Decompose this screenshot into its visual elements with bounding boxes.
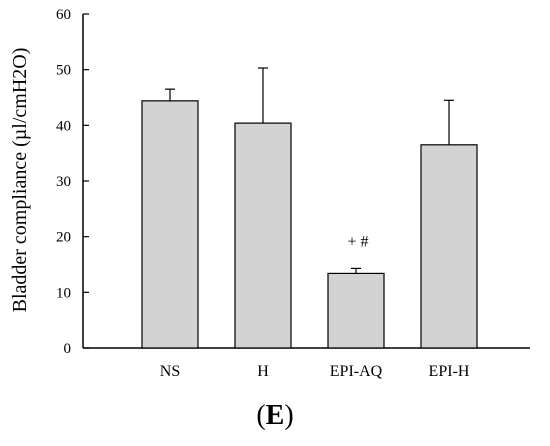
- significance-annotation: + #: [347, 233, 368, 250]
- bar-chart: 0 10 20 30 40 50 60 NS H EPI-AQ EPI-H + # Bladder …: [9, 7, 530, 380]
- y-tick-label: 30: [56, 174, 71, 190]
- x-tick-label: EPI-H: [429, 363, 470, 380]
- bars-group: [141, 67, 478, 349]
- panel-close: ): [284, 400, 294, 431]
- panel-label: (E): [0, 400, 550, 432]
- y-tick-label: 10: [56, 285, 71, 301]
- x-tick-label: NS: [160, 363, 180, 380]
- x-tick-label: H: [257, 363, 269, 380]
- y-tick-label: 20: [56, 230, 71, 246]
- panel-open: (: [256, 400, 266, 431]
- bar-h: [234, 122, 292, 349]
- y-tick-label: 60: [56, 7, 71, 23]
- x-tick-label: EPI-AQ: [330, 363, 383, 380]
- y-tick-label: 40: [56, 118, 71, 134]
- bar-epi-h: [420, 144, 478, 349]
- bar-ns: [141, 100, 199, 349]
- y-axis-label: Bladder compliance (µl/cmH2O): [9, 48, 31, 313]
- labels-group: NS H EPI-AQ EPI-H + #: [160, 233, 470, 380]
- y-tick-label: 50: [56, 63, 71, 79]
- panel-letter: E: [265, 400, 285, 431]
- y-tick-label: 0: [64, 341, 72, 357]
- bar-epi-aq: [327, 272, 385, 349]
